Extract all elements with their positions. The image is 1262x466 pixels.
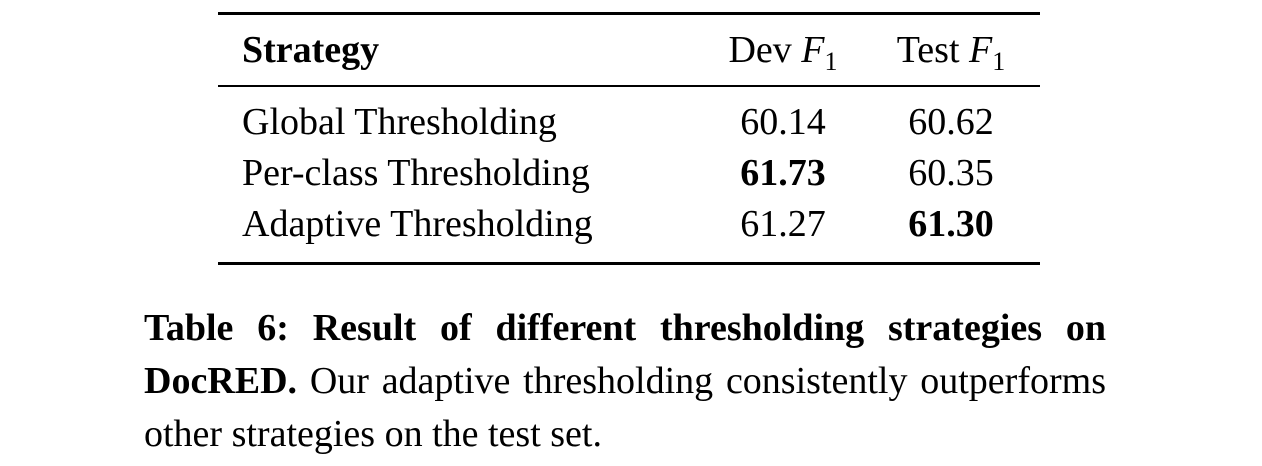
row-perclass-test: 60.35 xyxy=(908,152,994,194)
table-bottom-rule xyxy=(218,262,1040,265)
row-global-strategy: Global Thresholding xyxy=(242,101,557,143)
row-global-test: 60.62 xyxy=(908,101,994,143)
row-global-dev: 60.14 xyxy=(740,101,826,143)
header-test-math: F xyxy=(969,29,993,71)
caption-body: Our adaptive thresholding consistently o… xyxy=(144,360,1106,455)
header-dev-prefix: Dev xyxy=(728,29,792,71)
row-perclass-strategy: Per-class Thresholding xyxy=(242,152,590,194)
row-adaptive-test: 61.30 xyxy=(908,203,994,245)
header-test-sub: 1 xyxy=(992,47,1006,76)
header-test-f1: Test F1 xyxy=(886,28,1016,84)
header-test-prefix: Test xyxy=(896,29,960,71)
caption-lead: Table 6: Result of different thresholdin… xyxy=(144,307,1106,402)
header-dev-sub: 1 xyxy=(824,47,838,76)
table-top-rule xyxy=(218,12,1040,15)
row-adaptive-dev: 61.27 xyxy=(740,203,826,245)
header-dev-f1: Dev F1 xyxy=(718,28,848,84)
header-strategy: Strategy xyxy=(242,29,380,71)
header-dev-math: F xyxy=(801,29,825,71)
table-mid-rule xyxy=(218,85,1040,87)
row-perclass-dev: 61.73 xyxy=(740,152,826,194)
table-caption: Table 6: Result of different thresholdin… xyxy=(144,302,1106,461)
row-adaptive-strategy: Adaptive Thresholding xyxy=(242,203,593,245)
